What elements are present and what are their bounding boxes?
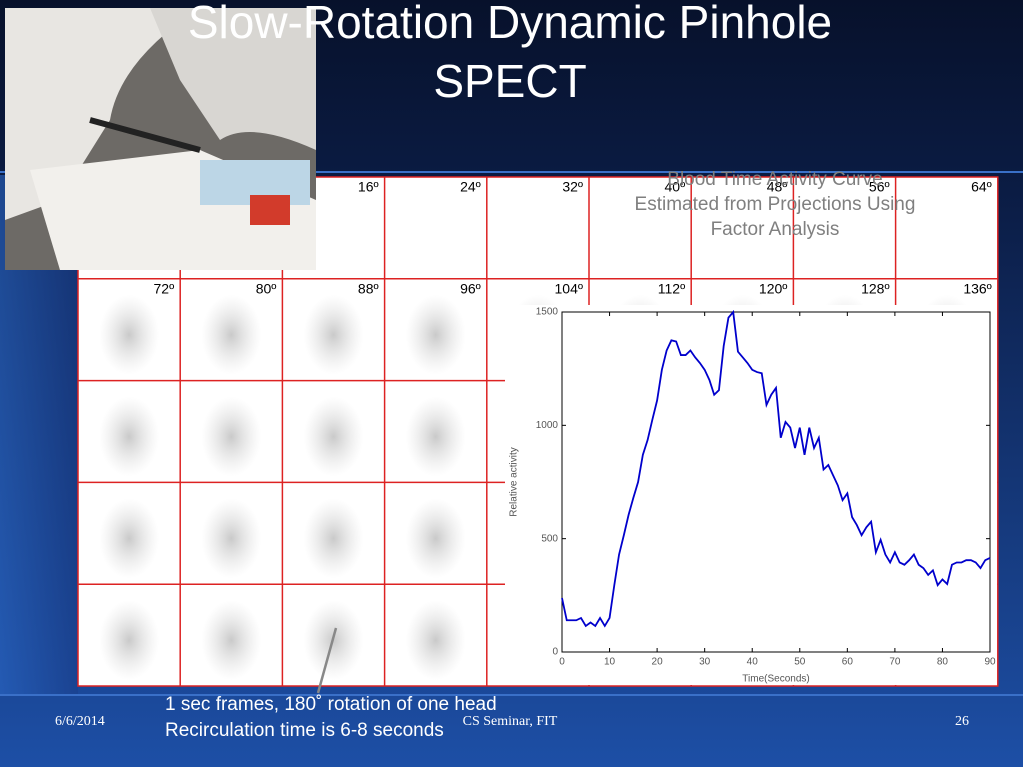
projection-blob (99, 396, 160, 477)
projection-blob (405, 600, 466, 681)
x-tick-label: 50 (794, 657, 806, 668)
data-line (561, 309, 991, 628)
angle-label: 40º (665, 179, 686, 195)
x-tick-label: 90 (984, 657, 996, 668)
projection-blob (99, 600, 160, 681)
arrow (316, 627, 338, 694)
projection-blob (201, 498, 262, 579)
x-tick-label: 70 (889, 657, 901, 668)
y-tick-label: 1500 (536, 307, 559, 318)
footer-date: 6/6/2014 (55, 714, 105, 729)
x-axis-label: Time(Seconds) (742, 674, 809, 685)
caption: 1 sec frames, 180˚ rotation of one head (165, 694, 497, 715)
projection-blob (405, 396, 466, 477)
y-axis-label: Relative activity (509, 447, 520, 516)
y-tick-label: 500 (541, 533, 558, 544)
projection-blob (303, 294, 364, 375)
chart-title: Blood Time Activity Curve (667, 169, 882, 190)
x-tick-label: 0 (559, 657, 565, 668)
caption: Recirculation time is 6-8 seconds (165, 720, 444, 741)
plot-area (561, 311, 991, 653)
projection-blob (303, 396, 364, 477)
projection-blob (201, 600, 262, 681)
footer-center: CS Seminar, FIT (463, 714, 558, 729)
title-line: SPECT (433, 55, 586, 107)
projection-blob (201, 294, 262, 375)
x-tick-label: 80 (937, 657, 949, 668)
projection-blob (405, 498, 466, 579)
angle-label: 104º (555, 281, 583, 297)
angle-label: 32º (562, 179, 583, 195)
angle-label: 120º (759, 281, 787, 297)
photo (5, 8, 316, 270)
x-tick-label: 10 (604, 657, 616, 668)
angle-label: 128º (861, 281, 889, 297)
angle-label: 136º (963, 281, 991, 297)
angle-label: 24º (460, 179, 481, 195)
projection-blob (303, 498, 364, 579)
x-tick-label: 40 (747, 657, 759, 668)
x-tick-label: 60 (842, 657, 854, 668)
x-tick-label: 20 (652, 657, 664, 668)
angle-label: 112º (658, 281, 685, 297)
y-tick-label: 0 (552, 647, 558, 658)
angle-label: 72º (154, 281, 175, 297)
angle-label: 80º (256, 281, 277, 297)
chart-title: Estimated from Projections Using (635, 194, 916, 215)
projection-blob (99, 498, 160, 579)
angle-label: 96º (460, 281, 481, 297)
angle-label: 88º (358, 281, 379, 297)
projection-blob (99, 294, 160, 375)
page-number: 26 (955, 714, 969, 729)
angle-label: 56º (869, 179, 890, 195)
y-tick-label: 1000 (536, 420, 559, 431)
angle-label: 64º (971, 179, 992, 195)
projection-blob (201, 396, 262, 477)
chart-title: Factor Analysis (711, 219, 840, 240)
chart: Blood Time Activity Curve Estimated from … (505, 169, 997, 685)
angle-label: 16º (358, 179, 379, 195)
projection-blob (405, 294, 466, 375)
angle-label: 48º (767, 179, 788, 195)
x-tick-label: 30 (699, 657, 711, 668)
title-line: Slow-Rotation Dynamic Pinhole (188, 0, 832, 48)
